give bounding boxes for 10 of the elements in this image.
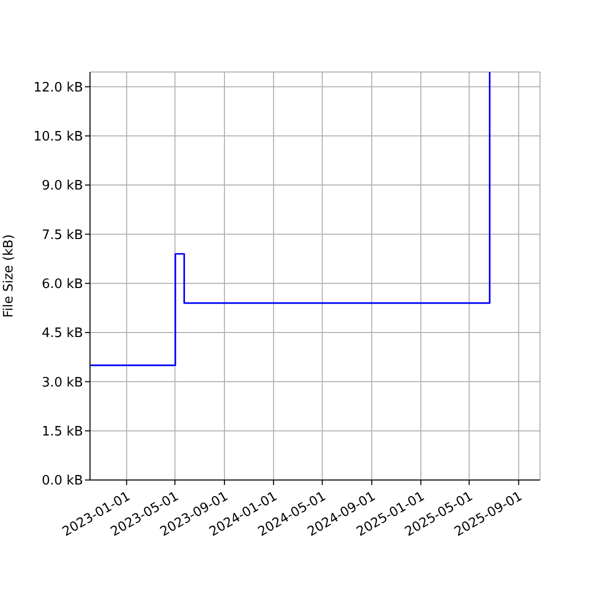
y-tick-label: 7.5 kB bbox=[42, 228, 83, 243]
y-tick-label: 12.0 kB bbox=[33, 80, 83, 96]
y-tick-label: 10.5 kB bbox=[33, 130, 83, 145]
y-tick-label: 6.0 kB bbox=[42, 276, 83, 292]
y-tick-label: 1.5 kB bbox=[42, 424, 83, 440]
y-tick-label: 0.0 kB bbox=[42, 474, 83, 489]
y-tick-label: 9.0 kB bbox=[42, 178, 83, 194]
y-tick-label: 3.0 kB bbox=[42, 375, 83, 390]
y-axis-title: File Size (kB) bbox=[2, 234, 17, 318]
y-tick-label: 4.5 kB bbox=[42, 326, 83, 342]
